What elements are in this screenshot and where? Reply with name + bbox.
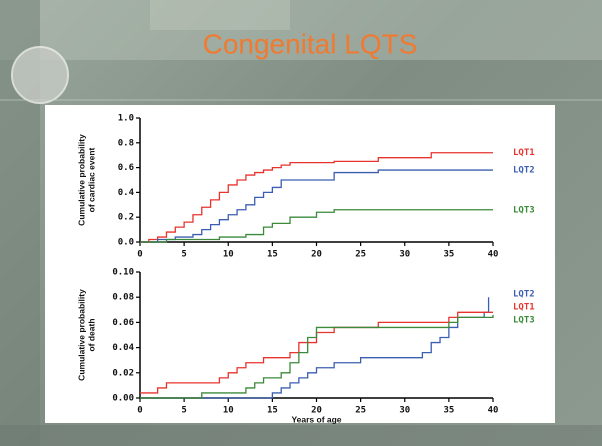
x-axis-label: Years of age [291, 414, 341, 424]
y-tick-label: 0.04 [112, 343, 134, 353]
series-line [140, 153, 493, 242]
x-tick-label: 0 [137, 406, 142, 416]
y-tick-label: 0.8 [118, 138, 134, 148]
x-tick-label: 25 [355, 406, 366, 416]
y-tick-label: 1.0 [118, 114, 134, 124]
x-tick-label: 10 [223, 250, 234, 260]
y-axis-label: of cardiac event [86, 147, 96, 212]
legend-label: LQT3 [513, 205, 535, 215]
x-tick-label: 20 [311, 250, 322, 260]
chart: 0.0 0.2 0.4 0.6 0.8 1.0 0 5 10 15 20 25 30 35 40 Cumula… [0, 0, 602, 446]
y-axis-label: of death [86, 318, 96, 351]
y-tick-label: 0.02 [112, 368, 134, 378]
y-tick-label: 0.00 [112, 394, 134, 404]
x-tick-label: 35 [443, 250, 454, 260]
legend-label: LQT1 [513, 148, 535, 158]
y-tick-label: 0.08 [112, 293, 134, 303]
x-tick-label: 35 [443, 406, 454, 416]
legend-label: LQT2 [513, 166, 535, 176]
x-tick-label: 0 [137, 250, 142, 260]
y-axis-label: Cumulative probability [76, 134, 86, 226]
x-tick-label: 15 [267, 406, 278, 416]
slide: Congenital LQTS 0.00.20.40.60.81.0051015… [0, 0, 602, 446]
y-tick-label: 0.10 [112, 268, 134, 278]
series-line [140, 312, 493, 393]
legend-label: LQT2 [513, 290, 535, 300]
y-axis-label: Cumulative probability [76, 289, 86, 381]
y-tick-label: 0.6 [118, 163, 134, 173]
legend-label: LQT1 [513, 303, 535, 313]
y-tick-label: 0.06 [112, 318, 134, 328]
x-tick-label: 30 [399, 406, 410, 416]
x-tick-label: 15 [267, 250, 278, 260]
series-line [140, 315, 493, 398]
x-tick-label: 40 [488, 406, 499, 416]
x-tick-label: 30 [399, 250, 410, 260]
x-tick-label: 40 [488, 250, 499, 260]
x-tick-label: 25 [355, 250, 366, 260]
x-tick-label: 5 [181, 250, 186, 260]
legend-label: LQT3 [513, 316, 535, 326]
y-tick-label: 0.4 [118, 188, 135, 198]
y-tick-label: 0.0 [118, 238, 134, 248]
x-tick-label: 10 [223, 406, 234, 416]
y-tick-label: 0.2 [118, 213, 134, 223]
x-tick-label: 5 [181, 406, 186, 416]
series-line [140, 170, 493, 242]
